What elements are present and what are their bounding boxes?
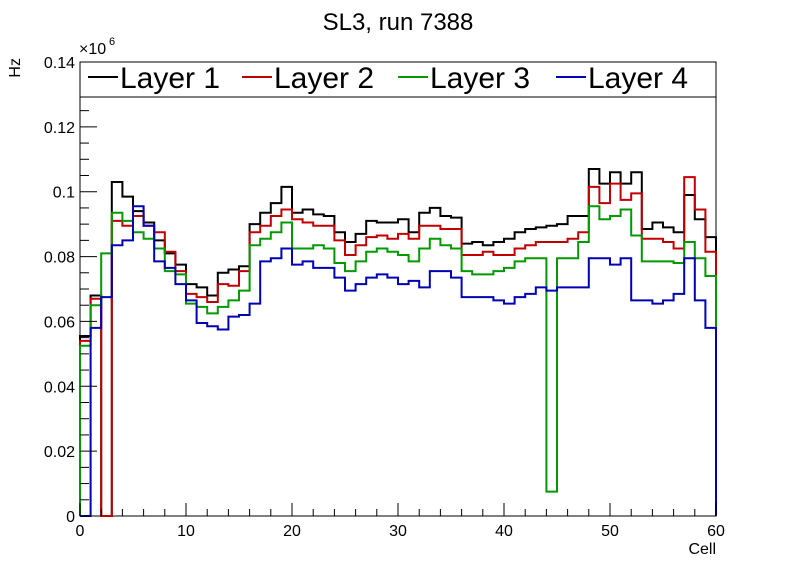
series-line-layer-4 bbox=[80, 205, 717, 517]
x-tick-label: 40 bbox=[495, 523, 513, 540]
y-tick-label: 0.1 bbox=[53, 185, 75, 202]
legend-label-layer-3: Layer 3 bbox=[430, 62, 530, 95]
legend: Layer 1 Layer 2 Layer 3 Layer 4 bbox=[79, 61, 717, 98]
y-multiplier-exponent: 6 bbox=[109, 36, 115, 48]
y-multiplier-base: ×10 bbox=[79, 41, 106, 58]
series-line-layer-2 bbox=[79, 176, 717, 517]
legend-label-layer-2: Layer 2 bbox=[274, 62, 374, 95]
chart-title: SL3, run 7388 bbox=[323, 9, 474, 36]
x-tick-label: 20 bbox=[283, 523, 301, 540]
y-axis-multiplier: ×10 6 bbox=[79, 36, 115, 58]
x-tick-label: 30 bbox=[389, 523, 407, 540]
x-tick-label: 0 bbox=[76, 523, 85, 540]
y-tick-label: 0.06 bbox=[44, 314, 75, 331]
x-tick-label: 50 bbox=[601, 523, 619, 540]
x-tick-label: 60 bbox=[707, 523, 725, 540]
series-line-layer-3 bbox=[79, 205, 717, 516]
y-axis-title: Hz bbox=[7, 58, 24, 78]
x-axis-title: Cell bbox=[688, 541, 716, 558]
plot-frame bbox=[79, 61, 717, 517]
legend-label-layer-1: Layer 1 bbox=[120, 62, 220, 95]
series-group bbox=[79, 168, 717, 517]
y-tick-label: 0.04 bbox=[44, 379, 75, 396]
legend-label-layer-4: Layer 4 bbox=[588, 62, 688, 95]
y-tick-label: 0.02 bbox=[44, 444, 75, 461]
y-tick-label: 0 bbox=[66, 509, 75, 526]
axes-group: 0 0.02 0.04 0.06 0.08 0.1 0.12 0.14 0 10 20 30 40 50 6… bbox=[44, 55, 725, 540]
y-tick-label: 0.08 bbox=[44, 250, 75, 267]
y-tick-label: 0.14 bbox=[44, 55, 75, 72]
series-line-layer-1 bbox=[79, 168, 717, 517]
x-tick-label: 10 bbox=[177, 523, 195, 540]
y-tick-label: 0.12 bbox=[44, 120, 75, 137]
legend-box bbox=[79, 61, 717, 98]
plot-frame-rect bbox=[79, 61, 717, 517]
